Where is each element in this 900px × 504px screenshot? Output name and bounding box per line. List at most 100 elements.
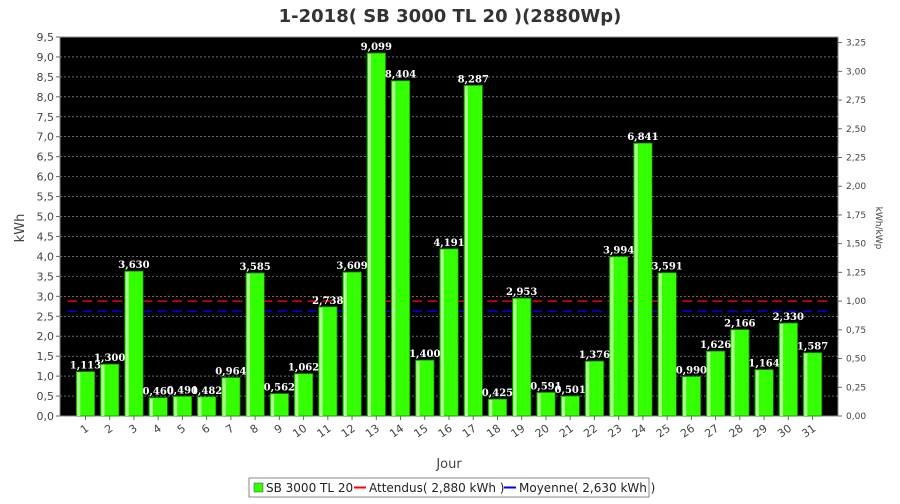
bar-highlight (707, 352, 711, 416)
bar-highlight (804, 353, 808, 416)
bar-value-label: 0,425 (482, 388, 513, 399)
bar-highlight (101, 365, 105, 416)
bar-highlight (246, 273, 250, 416)
bar-highlight (586, 362, 590, 416)
bar-highlight (683, 377, 687, 416)
x-tick-label: 13 (363, 422, 382, 441)
y-axis-label: kWh (13, 214, 28, 243)
bar-value-label: 1,062 (288, 363, 319, 374)
x-tick-label: 11 (315, 422, 334, 441)
x-tick-label: 28 (727, 422, 746, 441)
x-tick-label: 26 (678, 422, 697, 441)
y2-tick-label: 1,00 (846, 297, 866, 307)
bar-highlight (368, 53, 372, 416)
bar-highlight (513, 299, 517, 416)
bar-value-label: 1,164 (748, 359, 779, 370)
x-tick-label: 10 (290, 422, 309, 441)
y2-tick-label: 1,75 (846, 211, 866, 221)
bar-value-label: 0,501 (555, 385, 586, 396)
bar-value-label: 0,491 (167, 385, 198, 396)
bar-highlight (392, 81, 396, 416)
x-tick-label: 24 (630, 422, 649, 441)
x-tick-label: 8 (248, 422, 261, 437)
y2-axis: 0,00 0,25 0,50 0,75 1,00 1,25 1,50 1,75 2,00 2,25… (838, 39, 866, 422)
bar-value-label: 3,585 (239, 262, 270, 273)
x-tick-label: 5 (175, 422, 188, 437)
y2-tick-label: 0,00 (846, 412, 866, 422)
y2-tick-label: 3,25 (846, 39, 866, 49)
y-axis: 0,0 0,5 1,0 1,5 2,0 2,5 3,0 3,5 4,0 4,5 5,0 5,5 6,0 6… (37, 31, 60, 423)
x-axis-label: Jour (435, 457, 462, 472)
bar-highlight (416, 361, 420, 416)
bar-value-label: 0,562 (264, 383, 295, 394)
y-tick-label: 1,5 (37, 350, 55, 363)
y2-axis-label: kWh/kWp (873, 207, 883, 250)
x-tick-label: 18 (484, 422, 503, 441)
y-tick-label: 5,5 (37, 191, 55, 204)
bar-value-label: 0,482 (191, 386, 222, 397)
x-tick-label: 29 (751, 422, 770, 441)
bar-value-label: 4,191 (433, 238, 464, 249)
chart-title: 1-2018( SB 3000 TL 20 )(2880Wp) (279, 6, 622, 27)
bar-highlight (319, 307, 323, 416)
bar-highlight (634, 144, 638, 416)
bar-value-label: 9,099 (361, 42, 392, 53)
bar-value-label: 1,376 (579, 350, 610, 361)
y-tick-label: 6,5 (37, 151, 55, 164)
x-tick-label: 1 (78, 422, 91, 437)
legend-label-moyenne: Moyenne( 2,630 kWh ) (519, 481, 655, 495)
x-tick-label: 19 (509, 422, 528, 441)
x-tick-label: 14 (387, 422, 406, 441)
legend-label-attendus: Attendus( 2,880 kWh ) (369, 481, 504, 495)
y-tick-label: 5,0 (37, 211, 55, 224)
bar-highlight (489, 400, 493, 416)
bar-highlight (658, 273, 662, 416)
y2-tick-label: 2,25 (846, 153, 866, 163)
x-tick-label: 7 (223, 422, 236, 437)
y2-tick-label: 2,75 (846, 96, 866, 106)
bar-highlight (465, 86, 469, 416)
y-tick-label: 8,0 (37, 91, 55, 104)
bar-value-label: 2,953 (506, 287, 537, 298)
bar-value-label: 3,630 (118, 260, 149, 271)
x-tick-label: 4 (151, 422, 164, 437)
bar-value-label: 6,841 (627, 132, 658, 143)
y2-tick-label: 0,25 (846, 383, 866, 393)
x-tick-label: 15 (412, 422, 431, 441)
bar-highlight (537, 393, 541, 416)
bar-highlight (198, 397, 202, 416)
y-tick-label: 3,0 (37, 290, 55, 303)
legend: SB 3000 TL 20 Attendus( 2,880 kWh ) Moye… (248, 477, 655, 498)
y-tick-label: 6,0 (37, 171, 55, 184)
bar-highlight (780, 324, 784, 416)
x-tick-label: 27 (702, 422, 721, 441)
y-tick-label: 3,5 (37, 270, 55, 283)
bar-value-label: 3,994 (603, 246, 634, 257)
x-tick-label: 23 (605, 422, 624, 441)
y-tick-label: 7,0 (37, 131, 55, 144)
bar-highlight (271, 394, 275, 416)
bar-highlight (731, 330, 735, 416)
y2-tick-label: 0,75 (846, 326, 866, 336)
y2-tick-label: 2,50 (846, 125, 866, 135)
bar-value-label: 8,404 (385, 70, 416, 81)
x-tick-label: 31 (799, 422, 818, 441)
x-tick-label: 17 (460, 422, 479, 441)
bar-value-label: 3,609 (336, 261, 367, 272)
y2-tick-label: 0,50 (846, 355, 866, 365)
bar-value-label: 1,587 (797, 342, 828, 353)
legend-label-production: SB 3000 TL 20 (266, 481, 353, 495)
x-tick-label: 30 (775, 422, 794, 441)
bar-value-label: 1,400 (409, 349, 440, 360)
y-tick-label: 0,0 (37, 410, 55, 423)
y-tick-label: 9,0 (37, 51, 55, 64)
bar-value-label: 2,330 (773, 312, 804, 323)
y-tick-label: 0,5 (37, 390, 55, 403)
y-tick-label: 2,0 (37, 330, 55, 343)
bar-highlight (125, 272, 129, 416)
x-tick-label: 9 (272, 422, 285, 437)
bars (75, 52, 823, 417)
x-tick-label: 25 (654, 422, 673, 441)
